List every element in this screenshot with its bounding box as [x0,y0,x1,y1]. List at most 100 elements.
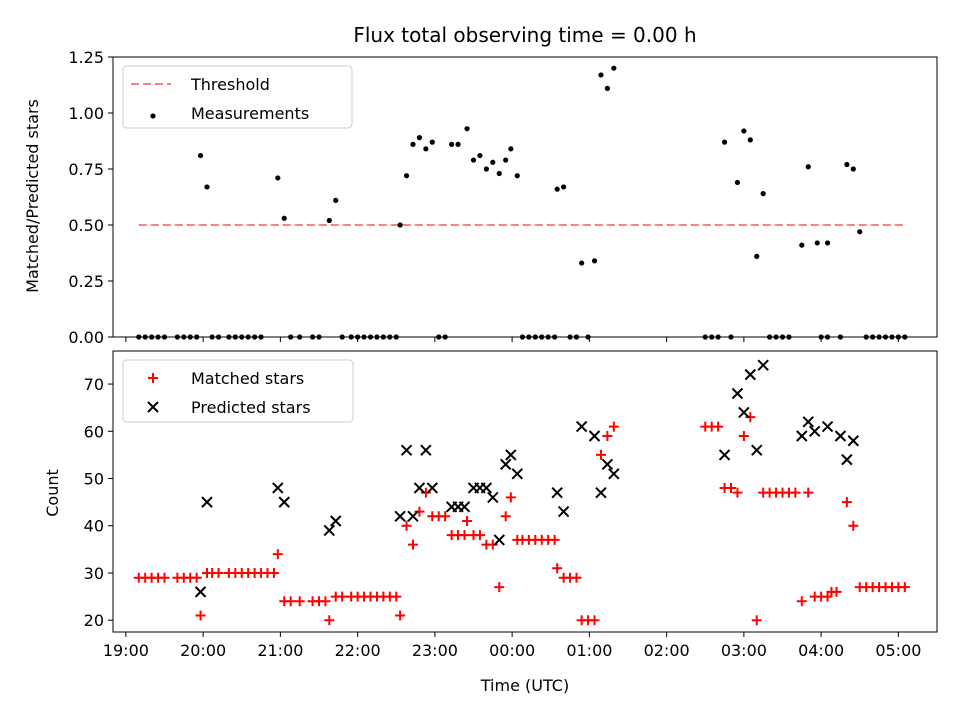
matched-star-point [320,596,331,607]
top-y-axis-label: Matched/Predicted stars [23,99,42,293]
y-tick-label-0: 0.00 [68,328,104,347]
predicted-star-point [595,486,607,499]
matched-star-point [191,572,202,583]
measurement-point [591,258,598,264]
legend-matched-swatch [148,373,158,383]
predicted-star-point [551,486,563,499]
predicted-star-point [718,449,731,461]
y-tick-label-5: 70 [84,375,104,394]
matched-star-point [459,530,470,541]
measurement-point [508,146,514,152]
measurement-point [333,197,339,203]
matched-star-point [602,431,613,442]
x-tick-label-3: 22:00 [335,641,381,660]
predicted-star-point [505,449,517,461]
measurement-point [455,141,461,147]
matched-star-point [272,549,283,560]
measurement-point [754,253,760,259]
matched-star-point [324,615,335,626]
predicted-star-point [194,586,207,598]
legend-label: Predicted stars [191,398,311,417]
y-tick-label-1: 30 [84,564,104,583]
x-tick-label-8: 03:00 [721,641,767,660]
predicted-star-point [272,482,284,494]
x-tick-label-1: 20:00 [180,641,226,660]
measurement-point [281,215,287,221]
plot-frame [112,56,938,338]
matched-star-point [395,610,406,621]
x-tick-label-0: 19:00 [103,641,149,660]
measurement-point [496,170,502,177]
matched-star-point [713,421,724,432]
predicted-star-point [601,458,614,471]
y-tick-label-0: 20 [84,611,104,630]
matched-star-point [285,596,296,607]
top-plot-area: 0.00 0.25 0.50 0.75 1.00 1.25 Threshold Measure… [68,48,938,347]
measurement-point [204,184,210,190]
measurement-point [449,141,455,147]
matched-star-point [732,487,743,498]
matched-star-point [500,511,511,522]
matched-star-point [831,586,842,597]
predicted-star-point [511,468,523,480]
matched-star-point [589,615,600,626]
legend-label: Matched stars [191,369,304,388]
matched-star-point [414,506,425,517]
measurement-point [477,152,483,159]
predicted-star-point [480,482,493,494]
predicted-star-point [458,501,471,513]
top-chart-title: Flux total observing time = 0.00 h [353,23,696,47]
predicted-star-point [499,458,512,471]
measurement-point [805,164,811,170]
matched-star-point [494,582,505,593]
legend: Matched stars Predicted stars [122,359,354,423]
x-tick-label-2: 21:00 [257,641,303,660]
predicted-star-point [400,444,413,456]
measurement-point [824,240,831,246]
matched-star-point [552,563,563,574]
x-tick-label-5: 00:00 [489,641,535,660]
y-tick-label-3: 50 [84,470,104,489]
matched-star-point [505,492,516,503]
predicted-star-point [738,406,750,419]
matched-star-point [401,520,412,531]
y-tick-label-5: 1.25 [68,48,104,67]
predicted-star-point [330,515,342,527]
predicted-star-point [278,496,290,508]
predicted-star-point [796,430,808,442]
measurement-point [561,184,567,190]
x-tick-label-10: 05:00 [875,641,921,660]
predicted-star-point [323,524,336,537]
measurement-point [844,161,850,168]
predicted-star-point [802,416,814,428]
x-tick-label-9: 04:00 [798,641,844,660]
matched-star-point [726,482,736,493]
x-axis-label: Time (UTC) [480,676,569,695]
y-tick-label-3: 0.75 [68,160,104,179]
matched-star-point [745,412,756,423]
predicted-star-point [744,368,757,381]
matched-star-point [608,421,619,432]
measurement-point [397,222,403,228]
matched-star-point [294,596,305,607]
predicted-star-point [394,510,406,523]
measurement-point [814,240,820,246]
measurement-point [741,128,747,134]
measurement-point [410,141,416,147]
legend: Threshold Measurements [122,65,353,129]
matched-star-point [803,487,814,498]
measurement-point [611,65,617,71]
predicted-star-point [808,425,821,437]
matched-star-point [337,591,348,602]
measurement-point [721,139,728,145]
legend-predicted-swatch [147,401,159,413]
predicted-star-point [757,359,769,371]
measurement-point [857,229,863,235]
predicted-star-point [841,453,853,466]
measurement-point [503,157,509,163]
matched-star-point [268,567,279,578]
measurement-point [403,173,410,179]
matched-star-point [796,596,807,607]
measurement-point [470,157,477,163]
